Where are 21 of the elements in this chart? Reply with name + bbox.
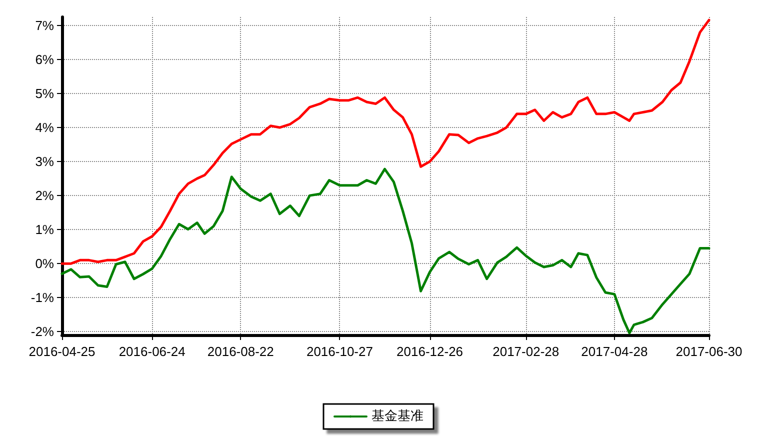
y-tick-label: 7% [35, 18, 54, 34]
x-tick-label: 2016-04-25 [28, 344, 96, 359]
x-tick-label: 2016-12-26 [396, 344, 464, 359]
y-tick-label: 2% [35, 188, 54, 204]
line-series [60, 168, 710, 334]
x-tick-label: 2016-06-24 [118, 344, 186, 359]
y-tick-label: 6% [35, 52, 54, 68]
y-tick-label: 3% [35, 154, 54, 170]
y-tick-label: 1% [35, 222, 54, 238]
y-tick-label: 0% [35, 256, 54, 272]
y-tick-label: 4% [35, 120, 54, 136]
line-series [60, 18, 710, 265]
x-tick-label: 2016-10-27 [306, 344, 373, 359]
x-tick-label: 2016-08-22 [207, 344, 274, 359]
legend-label: 基金基准 [372, 409, 424, 424]
x-tick-label: 2017-02-28 [492, 344, 560, 359]
y-tick-label: -2% [30, 324, 54, 340]
x-tick-label: 2017-04-28 [581, 344, 648, 359]
x-tick-label: 2017-06-30 [676, 344, 742, 359]
y-tick-label: -1% [30, 290, 54, 306]
y-tick-label: 5% [35, 86, 54, 102]
